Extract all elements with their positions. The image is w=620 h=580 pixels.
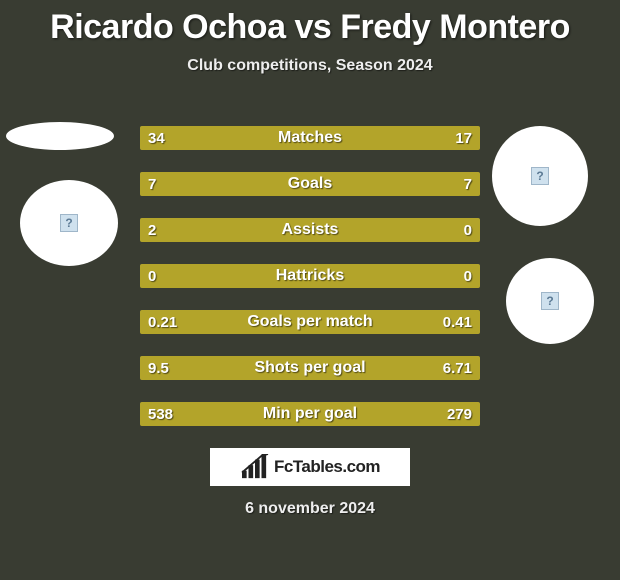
- stat-row: 3417Matches: [140, 126, 480, 150]
- player2-photo-placeholder: ?: [492, 126, 588, 226]
- player2-name: Fredy Montero: [340, 8, 570, 46]
- page-title: Ricardo Ochoa vs Fredy Montero: [0, 0, 620, 47]
- stat-row: 00Hattricks: [140, 264, 480, 288]
- placeholder-icon: ?: [541, 292, 559, 310]
- stat-row: 77Goals: [140, 172, 480, 196]
- stats-comparison-bars: 3417Matches 77Goals 20Assists 00Hattricks 0.…: [140, 126, 480, 448]
- stat-label: Hattricks: [140, 264, 480, 288]
- stat-row: 9.56.71Shots per goal: [140, 356, 480, 380]
- stat-label: Goals: [140, 172, 480, 196]
- left-ellipse-shape: [6, 122, 114, 150]
- stat-row: 0.210.41Goals per match: [140, 310, 480, 334]
- stat-row: 538279Min per goal: [140, 402, 480, 426]
- stat-label: Shots per goal: [140, 356, 480, 380]
- stat-label: Goals per match: [140, 310, 480, 334]
- stat-label: Assists: [140, 218, 480, 242]
- player1-club-logo-placeholder: ?: [20, 180, 118, 266]
- player1-name: Ricardo Ochoa: [50, 8, 285, 46]
- subtitle: Club competitions, Season 2024: [0, 57, 620, 75]
- stat-row: 20Assists: [140, 218, 480, 242]
- source-logo-text: FcTables.com: [274, 457, 380, 477]
- source-logo: FcTables.com: [210, 448, 410, 486]
- placeholder-icon: ?: [60, 214, 78, 232]
- stat-label: Min per goal: [140, 402, 480, 426]
- placeholder-icon: ?: [531, 167, 549, 185]
- stat-label: Matches: [140, 126, 480, 150]
- date-text: 6 november 2024: [0, 500, 620, 518]
- vs-text: vs: [294, 8, 331, 46]
- player2-club-logo-placeholder: ?: [506, 258, 594, 344]
- fctables-chart-icon: [240, 454, 270, 480]
